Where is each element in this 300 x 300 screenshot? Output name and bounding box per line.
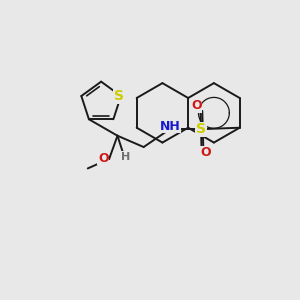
Text: S: S: [196, 122, 206, 136]
Text: S: S: [113, 89, 124, 103]
Text: H: H: [121, 152, 130, 161]
Text: O: O: [200, 146, 211, 160]
Text: O: O: [98, 152, 109, 165]
Text: NH: NH: [159, 120, 180, 133]
Text: O: O: [191, 99, 202, 112]
